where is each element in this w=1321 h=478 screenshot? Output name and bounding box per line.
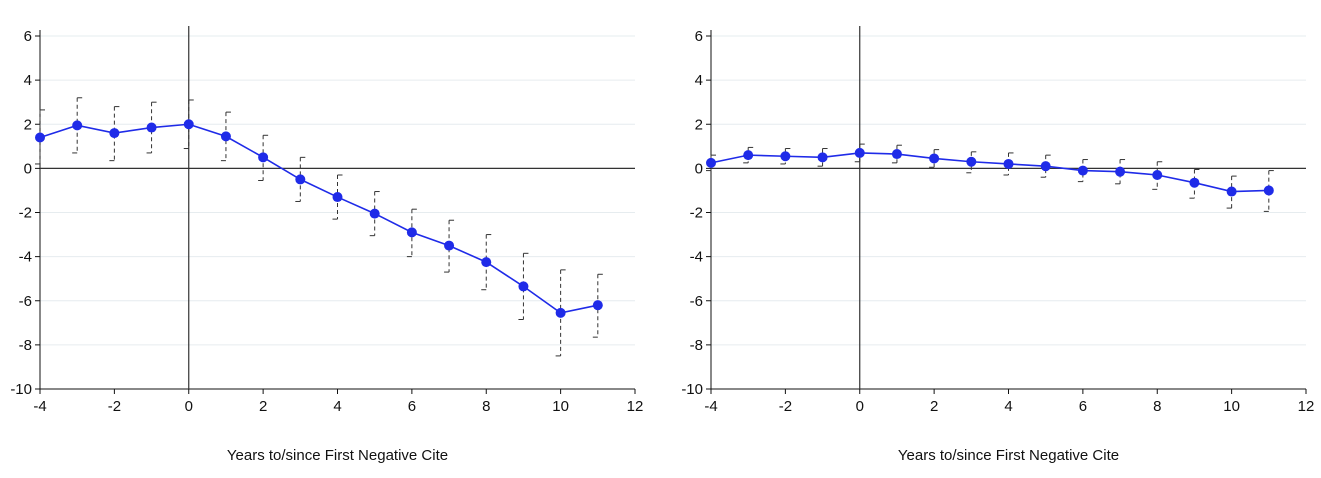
chart-0-y-tick-label-4: -2: [19, 205, 32, 222]
chart-1-point-4: [854, 147, 865, 158]
chart-1-y-tick-label-7: 4: [695, 72, 703, 89]
chart-0-point-1: [72, 120, 83, 131]
chart-1-y-tick-label-4: -2: [690, 205, 703, 222]
chart-1-y-tick-label-0: -10: [681, 381, 703, 398]
chart-0-point-11: [444, 240, 455, 251]
chart-1-error-bar-11: [1115, 159, 1126, 185]
chart-0-x-tick-label-3: 2: [259, 398, 267, 415]
chart-1-point-3: [817, 152, 828, 163]
chart-0-x-tick-label-8: 12: [627, 398, 644, 415]
chart-0-point-14: [555, 307, 566, 318]
chart-1-x-tick-label-7: 10: [1223, 398, 1240, 415]
chart-1-error-bar-10: [1077, 159, 1088, 183]
chart-0-point-5: [220, 131, 231, 142]
chart-1-point-5: [891, 149, 902, 160]
chart-0-error-bar-11: [444, 219, 455, 273]
chart-1-error-bar-12: [1152, 161, 1163, 190]
chart-1-error-bar-8: [1003, 152, 1014, 176]
chart-1-point-2: [780, 151, 791, 162]
chart-0-y-tick-label-0: -10: [10, 381, 32, 398]
chart-0-point-0: [35, 132, 45, 143]
chart-0-point-2: [109, 128, 120, 139]
chart-0-point-6: [258, 152, 269, 163]
chart-0-point-4: [183, 119, 194, 130]
right-event-study-panel: -10 -8 -6 -4 -2 0 2 4 6 -4 -2 0 2 4 6 8 10 12 Years to/sin…: [681, 26, 1314, 464]
chart-0-y-tick-label-8: 6: [24, 28, 32, 45]
chart-0-point-7: [295, 174, 306, 185]
chart-1-x-tick-label-2: 0: [856, 398, 864, 415]
chart-1-error-bar-9: [1040, 154, 1051, 178]
chart-1-point-6: [929, 153, 940, 164]
chart-1-point-13: [1189, 177, 1200, 188]
chart-0-x-tick-label-5: 6: [408, 398, 416, 415]
chart-0-point-13: [518, 281, 529, 292]
chart-0-x-tick-label-7: 10: [552, 398, 569, 415]
chart-1-y-tick-label-1: -8: [690, 337, 703, 354]
chart-1-series-line: [710, 152, 1269, 193]
chart-0-point-9: [369, 208, 380, 219]
chart-0-point-15: [592, 300, 603, 311]
chart-1-y-tick-label-8: 6: [695, 28, 703, 45]
chart-1-point-14: [1226, 186, 1237, 197]
chart-1-point-0: [706, 157, 716, 168]
left-event-study-panel: -10 -8 -6 -4 -2 0 2 4 6 -4 -2 0 2 4 6 8 10 12 Years to/sin…: [10, 26, 643, 464]
chart-1-x-tick-label-3: 2: [930, 398, 938, 415]
chart-1-y-tick-label-6: 2: [695, 116, 703, 133]
chart-1-x-tick-label-4: 4: [1004, 398, 1012, 415]
chart-1-y-tick-label-2: -6: [690, 293, 703, 310]
chart-0-x-tick-label-4: 4: [333, 398, 341, 415]
chart-0-error-bar-3: [146, 101, 157, 154]
chart-0-error-bar-12: [481, 234, 492, 291]
chart-1-x-tick-label-6: 8: [1153, 398, 1161, 415]
chart-0-point-3: [146, 122, 157, 133]
chart-0-error-bar-1: [72, 97, 83, 154]
chart-0-y-tick-label-2: -6: [19, 293, 32, 310]
chart-0-point-10: [406, 227, 417, 238]
chart-1-point-8: [1003, 158, 1014, 169]
chart-1-y-tick-label-3: -4: [690, 249, 703, 266]
chart-0-x-axis-title: Years to/since First Negative Cite: [227, 447, 448, 464]
chart-1-point-1: [743, 150, 754, 161]
chart-0-error-bar-2: [109, 106, 120, 162]
chart-1-point-15: [1263, 185, 1274, 196]
chart-1-point-11: [1115, 166, 1126, 177]
chart-1-x-axis-title: Years to/since First Negative Cite: [898, 447, 1119, 464]
chart-1-point-12: [1152, 169, 1163, 180]
chart-1-x-tick-label-8: 12: [1298, 398, 1315, 415]
chart-0-y-tick-label-1: -8: [19, 337, 32, 354]
chart-0-error-bar-13: [518, 252, 529, 321]
chart-0-y-tick-label-3: -4: [19, 249, 32, 266]
chart-1-y-tick-label-5: 0: [695, 160, 703, 177]
chart-0-series-line: [39, 123, 598, 314]
chart-1-point-10: [1077, 165, 1088, 176]
chart-0-x-tick-label-6: 8: [482, 398, 490, 415]
chart-0-x-tick-label-1: -2: [108, 398, 121, 415]
chart-1-error-bar-15: [1263, 170, 1274, 212]
chart-1-point-7: [966, 156, 977, 167]
chart-1-point-9: [1040, 161, 1051, 172]
chart-0-y-tick-label-5: 0: [24, 160, 32, 177]
chart-1-x-tick-label-5: 6: [1079, 398, 1087, 415]
chart-0-x-tick-label-2: 0: [185, 398, 193, 415]
chart-0-y-tick-label-6: 2: [24, 116, 32, 133]
chart-0-x-tick-label-0: -4: [33, 398, 46, 415]
chart-0-y-tick-label-7: 4: [24, 72, 32, 89]
chart-0-point-8: [332, 192, 343, 203]
chart-1-x-tick-label-0: -4: [704, 398, 717, 415]
chart-0-point-12: [481, 257, 492, 268]
chart-1-x-tick-label-1: -2: [779, 398, 792, 415]
chart-0-error-bar-0: [35, 109, 45, 165]
